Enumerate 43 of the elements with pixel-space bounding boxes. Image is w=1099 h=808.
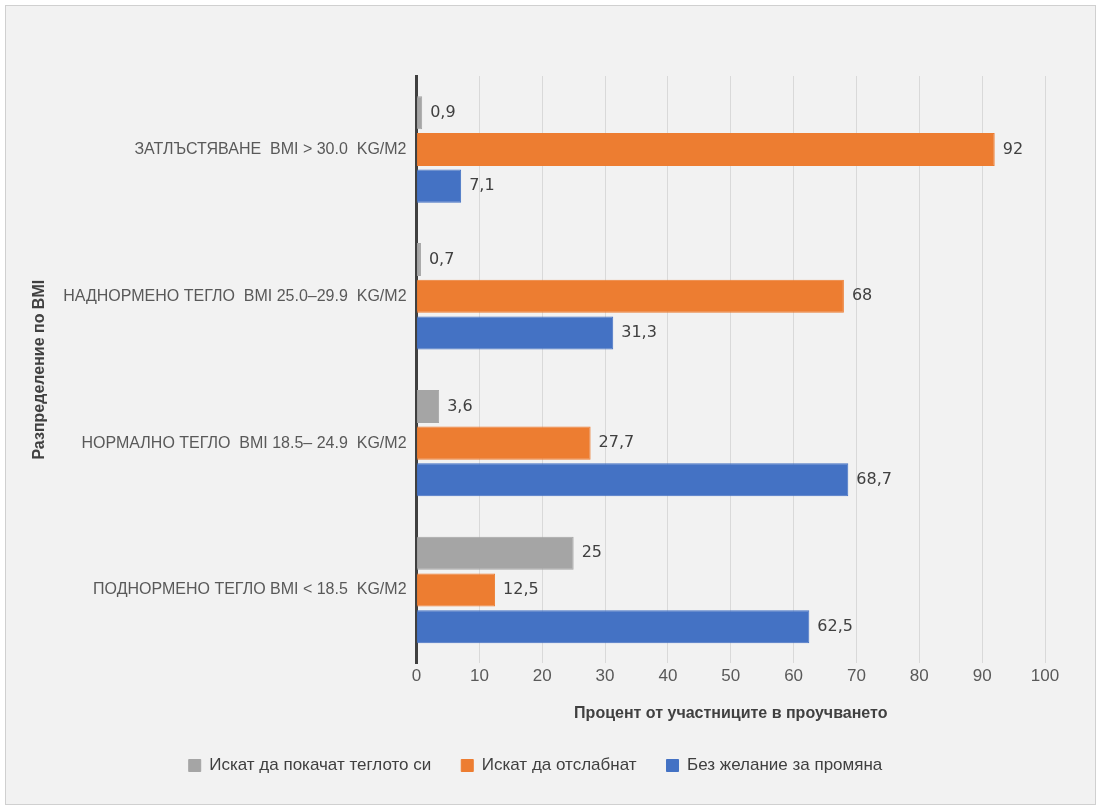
x-tick-label: 50 [721,666,741,686]
bar [417,463,849,497]
data-label: 0,7 [428,248,455,268]
x-tick-label: 20 [532,666,552,686]
x-tick-label: 60 [784,666,804,686]
data-label: 68 [851,285,873,305]
legend-label: Искат да отслабнат [481,755,637,775]
x-tick-label: 100 [1030,666,1060,686]
data-label: 12,5 [503,579,539,599]
data-label: 62,5 [817,615,853,635]
x-tick-label: 0 [411,666,422,686]
bar [417,169,462,203]
bar [417,536,574,570]
data-label: 92 [1002,138,1024,158]
legend-label: Искат да покачат теглото си [209,755,432,775]
y-tick-label: НОРМАЛНО ТЕГЛО BMI 18.5– 24.9 KG/M2 [81,433,407,451]
data-label: 68,7 [856,468,892,488]
bar [417,279,844,313]
x-tick-label: 30 [595,666,615,686]
bar [417,316,614,350]
bar [417,132,995,166]
data-label: 25 [581,542,603,562]
x-tick-label: 10 [469,666,489,686]
bar [417,573,496,607]
y-tick-label: ЗАТЛЪСТЯВАНЕ BMI > 30.0 KG/M2 [134,139,407,157]
data-label: 7,1 [469,175,495,195]
legend-label: Без желание за промяна [687,755,883,775]
x-tick-label: 90 [972,666,992,686]
y-axis-title: Разпределение по BMI [30,279,48,460]
x-tick-label: 40 [658,666,678,686]
data-label: 27,7 [598,432,635,452]
bar [417,610,810,644]
x-axis-title: Процент от участниците в проучването [574,703,888,721]
bar [417,243,421,277]
x-tick-label: 80 [909,666,929,686]
data-label: 3,6 [447,395,473,415]
bar [417,389,440,423]
data-label: 31,3 [621,322,657,342]
y-tick-label: НАДНОРМЕНО ТЕГЛО BMI 25.0–29.9 KG/M2 [63,286,407,304]
y-tick-label: ПОДНОРМЕНО ТЕГЛО BMI < 18.5 KG/M2 [93,580,407,598]
bar [417,426,591,460]
x-tick-label: 70 [847,666,866,686]
data-label: 0,9 [430,101,456,121]
